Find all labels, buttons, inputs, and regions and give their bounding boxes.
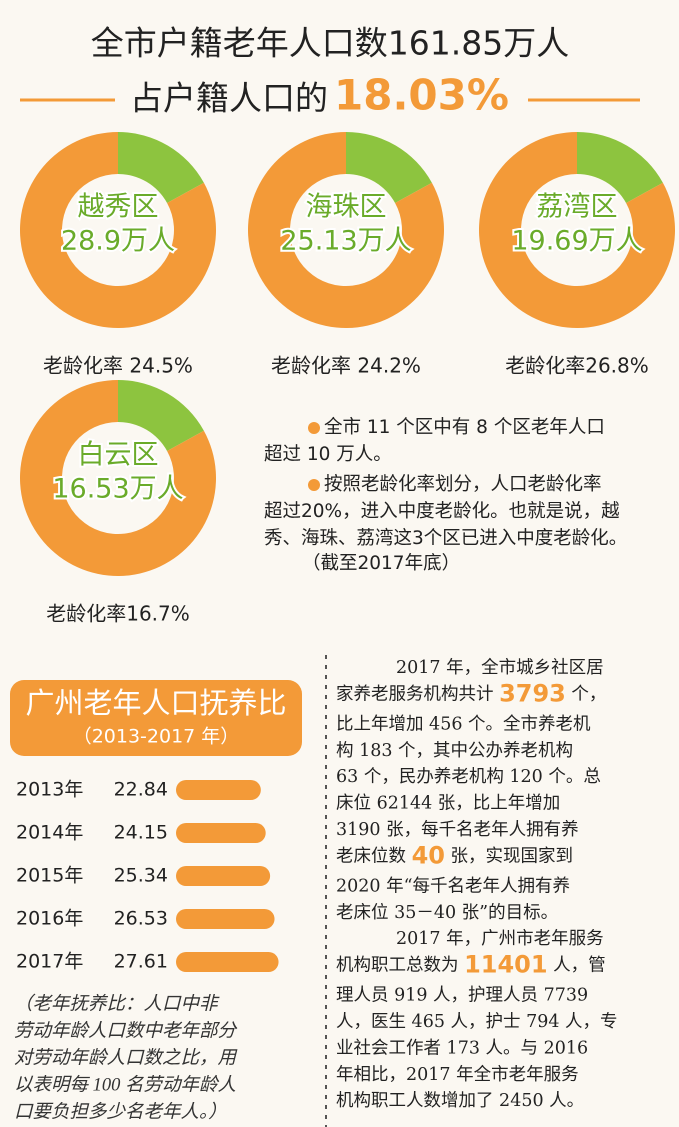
value-label: 24.15: [114, 822, 168, 844]
article-line: 老床位数 40 张，实现国家到: [336, 841, 573, 869]
donut-slice: [577, 132, 663, 204]
bar: [176, 780, 261, 800]
article-line: 3190 张，每千名老年人拥有养: [336, 820, 579, 840]
article-line: 2017 年，全市城乡社区居: [396, 658, 604, 678]
district-name: 白云区: [78, 440, 159, 471]
bullet: [308, 422, 320, 434]
article-text: 3190 张，每千名老年人拥有养: [336, 820, 579, 840]
donut-slice: [478, 131, 675, 328]
title-box: [10, 680, 302, 756]
district-population: 16.53万人: [52, 474, 183, 505]
highlight-number: 3793: [499, 679, 566, 707]
donut-slice: [248, 131, 444, 328]
article-text: 人，管: [548, 955, 606, 975]
article-line: 人，医生 465 人，护士 794 人，专: [336, 1012, 618, 1032]
note-text: （截至2017年底）: [302, 553, 460, 574]
article-line: 家养老服务机构共计 3793 个，: [336, 679, 606, 707]
donut-slice: [20, 380, 216, 576]
district-population: 28.9万人: [61, 226, 175, 257]
article-text: 2017 年，全市城乡社区居: [396, 658, 604, 678]
article-line: 2020 年“每千名老年人拥有养: [336, 876, 570, 896]
article-text: 比上年增加 456 个。全市养老机: [336, 714, 591, 734]
article-text: 63 个，民办养老机构 120 个。总: [336, 767, 601, 787]
bar: [176, 909, 275, 929]
donut-slice: [346, 132, 432, 204]
article-line: 年相比，2017 年全市老年服务: [336, 1064, 579, 1084]
value-label: 26.53: [114, 908, 168, 930]
district-population: 25.13万人: [280, 226, 411, 257]
bar: [176, 866, 271, 886]
note-line: 对劳动年龄人口数之比，用: [14, 1047, 238, 1068]
bar-title: 广州老年人口抚养比: [25, 686, 286, 720]
article-text: 张，实现国家到: [445, 846, 573, 866]
bar: [176, 952, 279, 972]
article-line: 2017 年，广州市老年服务: [396, 929, 604, 949]
bar-subtitle: （2013-2017 年）: [73, 726, 240, 748]
district-name: 越秀区: [78, 192, 159, 223]
article-line: 比上年增加 456 个。全市养老机: [336, 714, 591, 734]
article-text: 2020 年“每千名老年人拥有养: [336, 876, 570, 896]
article-text: 家养老服务机构共计: [336, 684, 499, 704]
note-text: 超过 10 万人。: [264, 444, 392, 465]
article-line: 机构职工总数为 11401 人，管: [336, 951, 606, 979]
value-label: 22.84: [114, 779, 168, 801]
note-line: 口要负担多少名老年人。）: [14, 1101, 227, 1122]
year-label: 2016年: [16, 908, 83, 930]
note-text: 超过20%，进入中度老龄化。也就是说，越: [264, 501, 620, 522]
donut-slice: [118, 132, 204, 204]
title: 全市户籍老年人口数161.85万人: [91, 24, 569, 63]
article-text: 年相比，2017 年全市老年服务: [336, 1064, 579, 1084]
article-line: 机构职工人数增加了 2450 人。: [336, 1091, 584, 1111]
district-name: 荔湾区: [537, 192, 618, 223]
article-text: 构 183 个，其中公办养老机构: [336, 740, 573, 760]
aging-rate: 老龄化率16.7%: [46, 602, 190, 626]
year-label: 2017年: [16, 951, 83, 973]
article-text: 人，医生 465 人，护士 794 人，专: [336, 1012, 618, 1032]
subtitle: 占户籍人口的: [130, 79, 328, 118]
bar: [176, 823, 266, 843]
value-label: 27.61: [114, 951, 168, 973]
article-text: 个，: [566, 684, 607, 704]
note-text: 秀、海珠、荔湾这3个区已进入中度老龄化。: [264, 528, 627, 549]
article-line: 业社会工作者 173 人。与 2016: [336, 1038, 588, 1058]
article-line: 构 183 个，其中公办养老机构: [336, 740, 573, 760]
article-line: 老床位 35－40 张”的目标。: [336, 902, 558, 922]
aging-rate: 老龄化率 24.2%: [271, 354, 421, 378]
article-text: 床位 62144 张，比上年增加: [336, 793, 560, 813]
article-line: 理人员 919 人，护理人员 7739: [336, 985, 588, 1005]
article-text: 机构职工人数增加了 2450 人。: [336, 1091, 584, 1111]
article-line: 63 个，民办养老机构 120 个。总: [336, 767, 601, 787]
value-label: 25.34: [114, 865, 168, 887]
year-label: 2013年: [16, 779, 83, 801]
article-text: 老床位 35－40 张”的目标。: [336, 902, 558, 922]
donut-slice: [19, 132, 216, 328]
note-line: （老年抚养比：人口中非: [14, 993, 220, 1014]
highlight: 18.03%: [334, 71, 509, 120]
note-line: 劳动年龄人口数中老年部分: [14, 1020, 238, 1041]
article-text: 老床位数: [336, 846, 412, 866]
note-line: 以表明每 100 名劳动年龄人: [14, 1074, 236, 1095]
aging-rate: 老龄化率 24.5%: [43, 354, 193, 378]
district-population: 19.69万人: [511, 226, 642, 257]
aging-rate: 老龄化率26.8%: [505, 354, 649, 378]
note-text: 按照老龄化率划分，人口老龄化率: [324, 474, 602, 495]
article-text: 业社会工作者 173 人。与 2016: [336, 1038, 588, 1058]
highlight-number: 40: [412, 841, 445, 869]
article-text: 理人员 919 人，护理人员 7739: [336, 985, 588, 1005]
article-text: 机构职工总数为: [336, 955, 464, 975]
article-line: 床位 62144 张，比上年增加: [336, 793, 560, 813]
article-text: 2017 年，广州市老年服务: [396, 929, 604, 949]
year-label: 2014年: [16, 822, 83, 844]
donut-slice: [118, 379, 204, 452]
highlight-number: 11401: [464, 951, 548, 979]
district-name: 海珠区: [306, 192, 387, 223]
year-label: 2015年: [16, 865, 83, 887]
bullet: [308, 479, 320, 491]
note-text: 全市 11 个区中有 8 个区老年人口: [324, 417, 605, 438]
